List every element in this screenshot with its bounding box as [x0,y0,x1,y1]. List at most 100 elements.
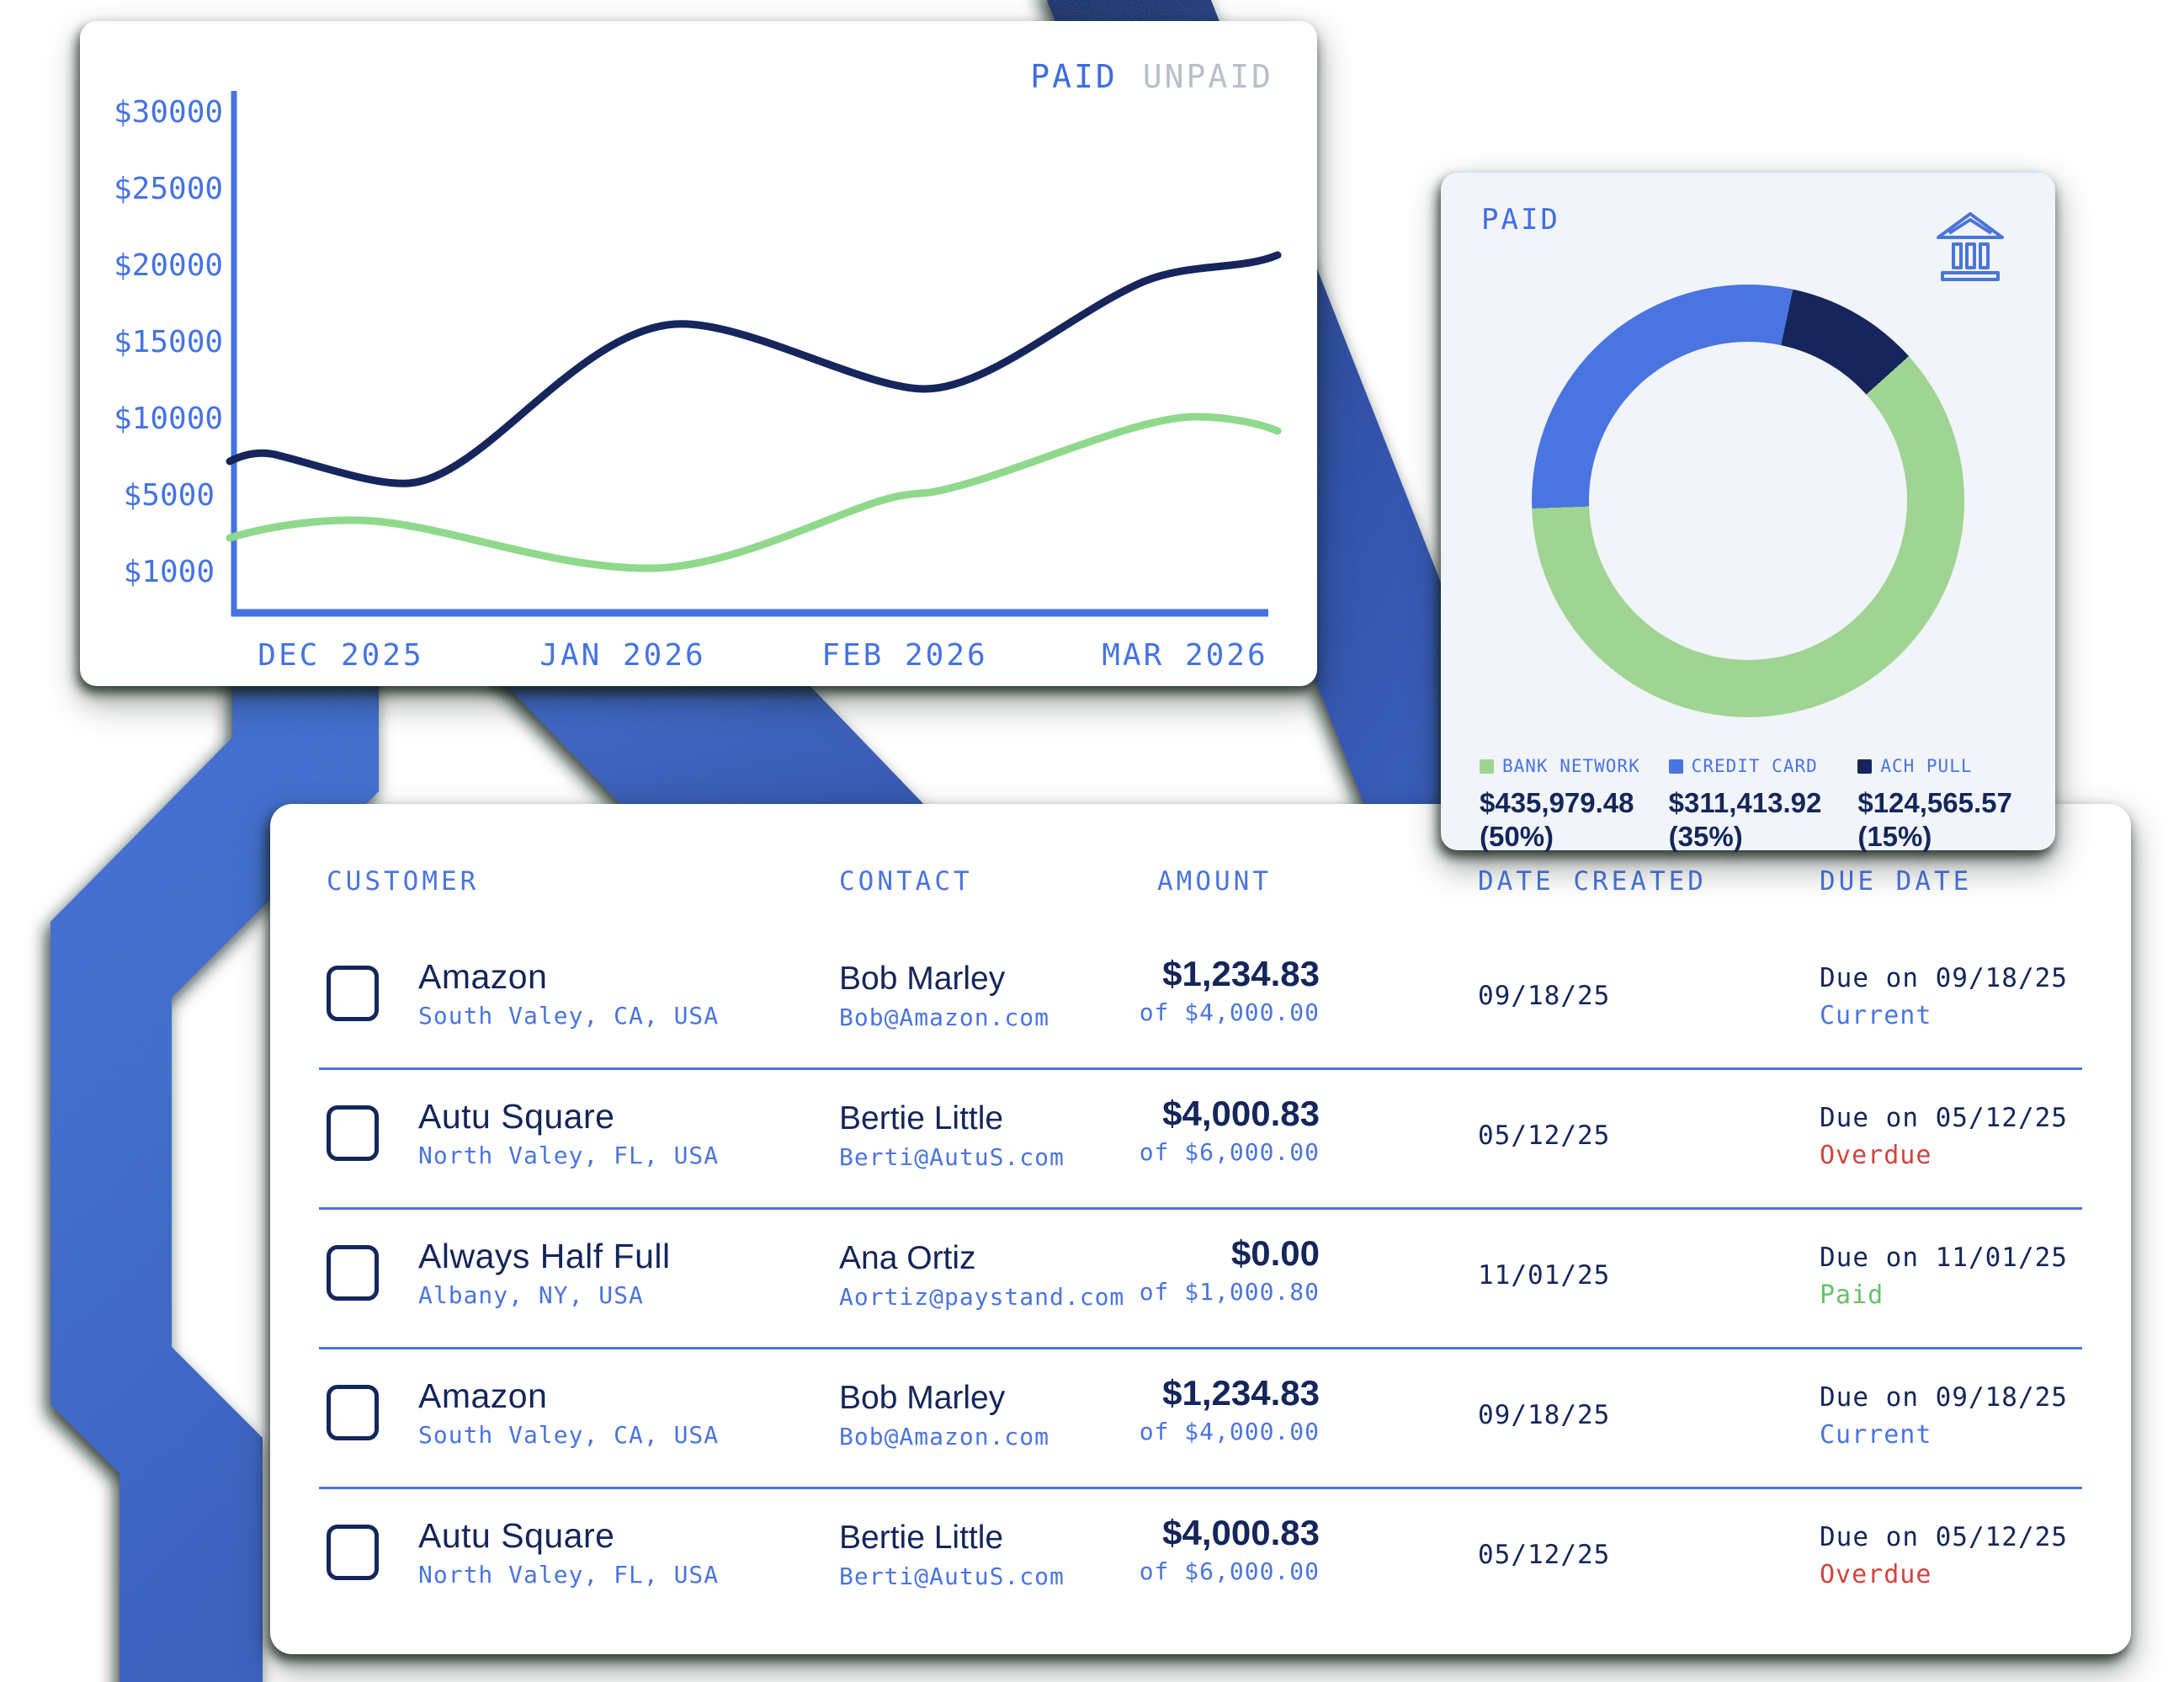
legend-swatch-green [1480,758,1494,774]
invoice-amount-total: of $4,000.00 [1139,1418,1320,1445]
y-tick: $5000 [123,478,215,513]
date-created: 09/18/25 [1478,981,1611,1011]
contact-name: Bob Marley [839,1380,1006,1416]
contact-name: Bertie Little [839,1100,1004,1136]
legend-amount: $435,979.48 [1480,787,1634,818]
customer-name: Amazon [418,1376,548,1415]
contact-name: Bob Marley [839,961,1006,997]
invoice-amount: $4,000.83 [1162,1513,1320,1552]
x-label: DEC 2025 [258,638,424,673]
invoice-amount-total: of $6,000.00 [1139,1138,1320,1166]
legend-amount: $124,565.57 [1857,787,2012,818]
legend-percent: (50%) [1480,821,1554,852]
column-header-amount: AMOUNT [1157,866,1272,897]
contact-email: Bob@Amazon.com [839,1003,1050,1031]
row-checkbox[interactable] [327,966,379,1021]
legend-label: BANK NETWORK [1502,756,1640,776]
due-date: Due on 09/18/25 [1820,1382,2068,1413]
y-tick: $1000 [123,555,215,589]
date-created: 09/18/25 [1478,1400,1611,1430]
column-header-due-date: DUE DATE [1820,866,1973,897]
series-line-green [226,413,1282,572]
invoice-amount-total: of $1,000.80 [1139,1278,1320,1306]
x-label: JAN 2026 [539,638,706,673]
contact-email: Aortiz@paystand.com [839,1283,1125,1311]
paid-unpaid-toggle: PAID UNPAID [1030,58,1273,95]
y-tick: $25000 [114,172,224,206]
contact-name: Bertie Little [839,1520,1004,1556]
row-checkbox[interactable] [327,1245,379,1301]
legend-amount: $311,413.92 [1668,787,1822,818]
status-badge: Current [1820,1420,1932,1450]
donut-chart [1532,285,1964,717]
row-checkbox[interactable] [327,1525,379,1580]
y-tick: $30000 [114,95,224,130]
customer-location: South Valey, CA, USA [418,1421,720,1449]
due-date: Due on 05/12/25 [1820,1522,2068,1552]
customer-location: South Valey, CA, USA [418,1002,720,1030]
legend-label: ACH PULL [1880,756,1973,776]
legend-swatch-blue [1668,758,1683,774]
line-chart-card: PAID UNPAID $30000 $25000 $20000 $15000 $… [80,21,1317,686]
table-body: Amazon South Valey, CA, USA Bob Marley B… [270,930,2131,1629]
contact-email: Berti@AutuS.com [839,1143,1065,1171]
donut-card-title: PAID [1481,203,1560,237]
customer-name: Amazon [418,957,548,996]
donut-chart-card: PAID BANK NETWORK $435,979.48 (50%) [1441,173,2055,852]
column-header-customer: CUSTOMER [327,866,480,897]
customer-location: North Valey, FL, USA [418,1142,720,1169]
table-row[interactable]: Autu Square North Valey, FL, USA Bertie … [270,1070,2131,1210]
legend-item: ACH PULL $124,565.57 (15%) [1857,756,2027,854]
contact-name: Ana Ortiz [839,1240,976,1276]
row-checkbox[interactable] [327,1105,379,1161]
table-row[interactable]: Autu Square North Valey, FL, USA Bertie … [270,1489,2131,1629]
x-label: FEB 2026 [821,638,988,673]
bank-icon [1937,212,2004,281]
y-tick: $10000 [114,402,224,436]
legend-item: BANK NETWORK $435,979.48 (50%) [1480,756,1649,854]
contact-email: Berti@AutuS.com [839,1562,1065,1590]
due-date: Due on 09/18/25 [1820,963,2068,993]
x-label: MAR 2026 [1102,638,1268,673]
table-row[interactable]: Amazon South Valey, CA, USA Bob Marley B… [270,1349,2131,1489]
column-header-contact: CONTACT [839,866,973,897]
invoice-amount: $0.00 [1230,1233,1320,1273]
donut-legend: BANK NETWORK $435,979.48 (50%) CREDIT CA… [1480,756,2027,854]
invoice-table-card: CUSTOMER CONTACT AMOUNT DATE CREATED DUE… [270,804,2131,1654]
invoice-amount-total: of $6,000.00 [1139,1557,1320,1585]
y-tick: $20000 [114,248,224,283]
table-row[interactable]: Always Half Full Albany, NY, USA Ana Ort… [270,1210,2131,1349]
customer-name: Autu Square [418,1097,615,1136]
status-badge: Current [1820,1001,1932,1030]
status-badge: Overdue [1820,1141,1932,1170]
date-created: 05/12/25 [1478,1540,1611,1570]
row-checkbox[interactable] [327,1385,379,1440]
legend-percent: (35%) [1668,821,1743,852]
date-created: 11/01/25 [1478,1260,1611,1291]
table-row[interactable]: Amazon South Valey, CA, USA Bob Marley B… [270,930,2131,1070]
line-chart-plot [226,91,1282,617]
invoice-amount: $1,234.83 [1162,1373,1320,1413]
toggle-paid[interactable]: PAID [1030,58,1118,95]
invoice-amount: $1,234.83 [1162,954,1320,993]
donut-hole [1589,342,1907,660]
customer-name: Always Half Full [418,1237,671,1275]
legend-item: CREDIT CARD $311,413.92 (35%) [1668,756,1838,854]
series-line-dark [226,251,1282,487]
customer-name: Autu Square [418,1516,615,1555]
decorative-ribbon-left-ring [50,455,379,1682]
legend-percent: (15%) [1857,821,1932,852]
legend-label: CREDIT CARD [1691,756,1818,776]
status-badge: Paid [1820,1280,1884,1310]
toggle-unpaid[interactable]: UNPAID [1142,58,1273,95]
due-date: Due on 11/01/25 [1820,1243,2068,1273]
column-header-date-created: DATE CREATED [1478,866,1707,897]
legend-swatch-navy [1857,758,1873,774]
date-created: 05/12/25 [1478,1120,1611,1151]
customer-location: Albany, NY, USA [418,1281,644,1309]
customer-location: North Valey, FL, USA [418,1561,720,1589]
invoice-amount-total: of $4,000.00 [1139,998,1320,1026]
contact-email: Bob@Amazon.com [839,1423,1050,1450]
due-date: Due on 05/12/25 [1820,1103,2068,1133]
